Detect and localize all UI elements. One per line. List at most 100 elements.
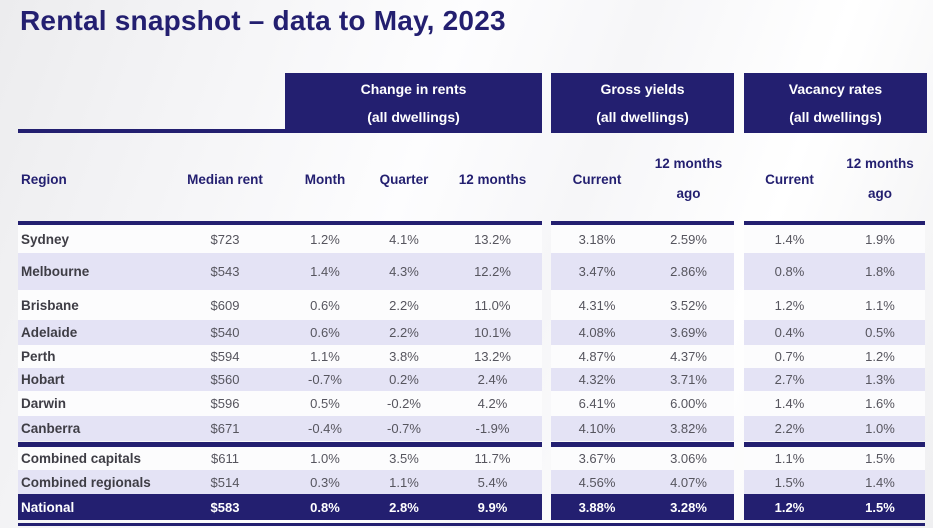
quarter-cell: 0.2% xyxy=(365,368,443,391)
yield-12-months-ago-cell: 3.28% xyxy=(643,494,734,520)
month-cell: 0.6% xyxy=(285,290,365,320)
column-header-vacancy-current: Current xyxy=(765,171,814,187)
section-gap xyxy=(734,225,744,253)
yield-current-cell: 4.10% xyxy=(551,416,643,441)
group-header-gross-line2: (all dwellings) xyxy=(596,109,689,125)
yield-12-months-ago-cell: 3.52% xyxy=(643,290,734,320)
region-section-underline xyxy=(18,73,285,133)
quarter-cell: 2.8% xyxy=(365,494,443,520)
section-gap xyxy=(0,290,18,320)
twelve-months-cell: 12.2% xyxy=(443,253,542,290)
group-header-band: Change in rents (all dwellings) Gross yi… xyxy=(0,73,933,133)
vacancy-current-cell: 1.2% xyxy=(744,494,835,520)
section-gap xyxy=(925,290,933,320)
section-gap xyxy=(542,253,551,290)
yield-current-cell: 4.87% xyxy=(551,345,643,368)
section-gap xyxy=(0,391,18,416)
region-cell: Combined capitals xyxy=(18,447,165,470)
quarter-cell: 4.3% xyxy=(365,253,443,290)
quarter-cell: 1.1% xyxy=(365,470,443,494)
group-header-vacancy-line2: (all dwellings) xyxy=(789,109,882,125)
section-gap xyxy=(734,470,744,494)
region-cell: Canberra xyxy=(18,416,165,441)
vacancy-12-months-ago-cell: 1.5% xyxy=(835,494,925,520)
group-header-change-in-rents: Change in rents (all dwellings) xyxy=(285,73,542,133)
region-cell: Adelaide xyxy=(18,320,165,345)
month-cell: 0.8% xyxy=(285,494,365,520)
month-cell: 1.4% xyxy=(285,253,365,290)
section-gap xyxy=(734,447,744,470)
table-row: Brisbane $609 0.6% 2.2% 11.0% 4.31% 3.52% 1.2% 1… xyxy=(0,290,933,320)
quarter-cell: 2.2% xyxy=(365,320,443,345)
section-gap xyxy=(542,391,551,416)
section-gap xyxy=(734,391,744,416)
column-header-yield-12-months-ago: 12 months ago xyxy=(654,156,723,201)
section-gap xyxy=(734,416,744,441)
group-header-change-line2: (all dwellings) xyxy=(367,109,460,125)
yield-current-cell: 3.18% xyxy=(551,225,643,253)
vacancy-12-months-ago-cell: 1.3% xyxy=(835,368,925,391)
region-cell: Melbourne xyxy=(18,253,165,290)
region-cell: Perth xyxy=(18,345,165,368)
vacancy-12-months-ago-cell: 1.6% xyxy=(835,391,925,416)
month-cell: 1.1% xyxy=(285,345,365,368)
table-row: Hobart $560 -0.7% 0.2% 2.4% 4.32% 3.71% 2.7% 1.3… xyxy=(0,368,933,391)
table-top-rule xyxy=(0,221,933,225)
median-rent-cell: $514 xyxy=(165,470,285,494)
table-bottom-rule xyxy=(18,523,925,526)
month-cell: -0.4% xyxy=(285,416,365,441)
table-row: Combined capitals $611 1.0% 3.5% 11.7% 3.67% 3… xyxy=(0,447,933,470)
section-gap xyxy=(0,225,18,253)
yield-current-cell: 4.31% xyxy=(551,290,643,320)
vacancy-current-cell: 2.2% xyxy=(744,416,835,441)
rule-segment xyxy=(551,221,734,225)
month-cell: 1.0% xyxy=(285,447,365,470)
vacancy-12-months-ago-cell: 1.8% xyxy=(835,253,925,290)
table-row: Perth $594 1.1% 3.8% 13.2% 4.87% 4.37% 0.7% 1.2% xyxy=(0,345,933,368)
rule-segment xyxy=(18,221,542,225)
column-header-region: Region xyxy=(21,171,67,187)
section-gap xyxy=(734,320,744,345)
quarter-cell: 3.5% xyxy=(365,447,443,470)
section-gap xyxy=(542,320,551,345)
section-gap xyxy=(542,225,551,253)
median-rent-cell: $671 xyxy=(165,416,285,441)
vacancy-current-cell: 0.8% xyxy=(744,253,835,290)
median-rent-cell: $609 xyxy=(165,290,285,320)
section-gap xyxy=(542,345,551,368)
twelve-months-cell: 11.7% xyxy=(443,447,542,470)
section-gap xyxy=(734,345,744,368)
vacancy-current-cell: 0.7% xyxy=(744,345,835,368)
section-gap xyxy=(0,253,18,290)
section-gap xyxy=(734,253,744,290)
vacancy-current-cell: 1.1% xyxy=(744,447,835,470)
section-gap xyxy=(542,494,551,520)
section-gap xyxy=(925,368,933,391)
table-row: National $583 0.8% 2.8% 9.9% 3.88% 3.28% 1.2% 1.… xyxy=(0,494,933,520)
column-header-vacancy-12-months-ago: 12 months ago xyxy=(846,156,914,201)
column-header-month: Month xyxy=(304,171,346,187)
section-gap xyxy=(0,345,18,368)
section-gap xyxy=(925,470,933,494)
vacancy-current-cell: 1.4% xyxy=(744,391,835,416)
section-gap xyxy=(734,494,744,520)
month-cell: 0.6% xyxy=(285,320,365,345)
rule-segment xyxy=(744,221,925,225)
section-gap xyxy=(542,447,551,470)
vacancy-current-cell: 0.4% xyxy=(744,320,835,345)
section-gap xyxy=(734,368,744,391)
median-rent-cell: $611 xyxy=(165,447,285,470)
yield-12-months-ago-cell: 3.06% xyxy=(643,447,734,470)
region-cell: Combined regionals xyxy=(18,470,165,494)
yield-12-months-ago-cell: 4.07% xyxy=(643,470,734,494)
yield-current-cell: 4.32% xyxy=(551,368,643,391)
region-cell: Brisbane xyxy=(18,290,165,320)
vacancy-current-cell: 1.5% xyxy=(744,470,835,494)
table-row: Combined regionals $514 0.3% 1.1% 5.4% 4.56% 4… xyxy=(0,470,933,494)
rule-segment xyxy=(744,442,925,447)
vacancy-current-cell: 1.4% xyxy=(744,225,835,253)
median-rent-cell: $594 xyxy=(165,345,285,368)
group-header-vacancy-line1: Vacancy rates xyxy=(788,81,883,97)
median-rent-cell: $583 xyxy=(165,494,285,520)
section-gap xyxy=(925,345,933,368)
